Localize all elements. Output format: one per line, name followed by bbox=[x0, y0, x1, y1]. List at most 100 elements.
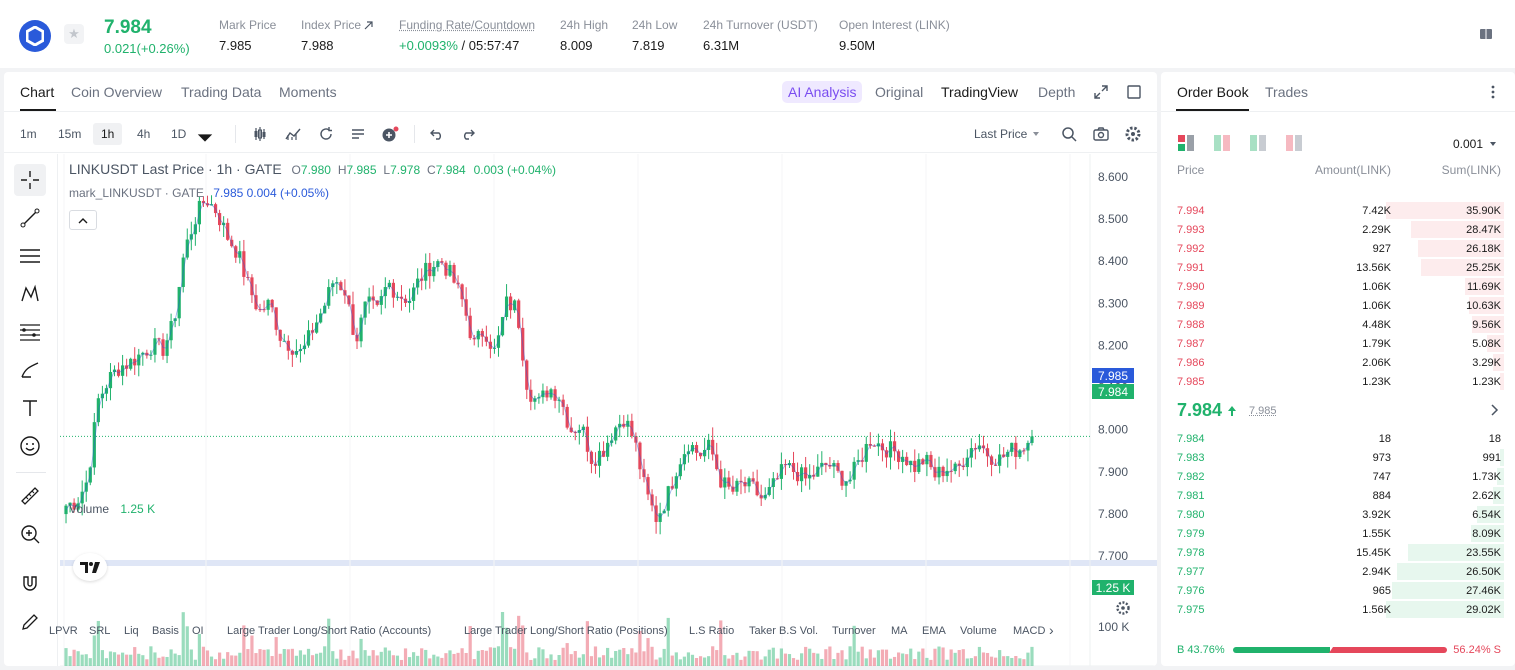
tab-trading-data[interactable]: Trading Data bbox=[181, 84, 262, 100]
pencil-tool[interactable] bbox=[14, 606, 46, 638]
indicator-srl[interactable]: SRL bbox=[89, 625, 111, 637]
favorite-star-icon[interactable]: ★ bbox=[64, 24, 84, 44]
bid-row[interactable]: 7.984 18 18 bbox=[1161, 429, 1515, 448]
indicator-liq[interactable]: Liq bbox=[124, 625, 139, 637]
ask-row[interactable]: 7.990 1.06K 11.69K bbox=[1161, 277, 1515, 296]
tradingview-logo[interactable] bbox=[73, 553, 107, 581]
ask-row[interactable]: 7.992 927 26.18K bbox=[1161, 239, 1515, 258]
indicators-icon[interactable] bbox=[284, 125, 302, 143]
magnet-tool[interactable] bbox=[14, 568, 46, 600]
ask-row[interactable]: 7.993 2.29K 28.47K bbox=[1161, 220, 1515, 239]
indicator-oi[interactable]: OI bbox=[192, 625, 204, 637]
expand-icon[interactable] bbox=[1094, 85, 1108, 99]
camera-icon[interactable] bbox=[1092, 125, 1110, 143]
refresh-icon[interactable] bbox=[317, 125, 335, 143]
interval-15m[interactable]: 15m bbox=[58, 127, 82, 141]
brush-icon bbox=[21, 362, 39, 378]
brush-tool[interactable] bbox=[14, 354, 46, 386]
indicator-lpvr[interactable]: LPVR bbox=[49, 625, 78, 637]
indicator-taker-b-s-vol-[interactable]: Taker B.S Vol. bbox=[749, 625, 819, 637]
bid-row[interactable]: 7.983 973 991 bbox=[1161, 448, 1515, 467]
book-split-icon[interactable] bbox=[1213, 134, 1231, 152]
volume-bar bbox=[945, 659, 949, 666]
ask-amount: 1.06K bbox=[1362, 281, 1391, 293]
ask-row[interactable]: 7.987 1.79K 5.08K bbox=[1161, 334, 1515, 353]
pattern-tool[interactable] bbox=[14, 278, 46, 310]
tab-coin-overview[interactable]: Coin Overview bbox=[71, 84, 163, 100]
ask-row[interactable]: 7.991 13.56K 25.25K bbox=[1161, 258, 1515, 277]
crosshair-tool[interactable] bbox=[14, 164, 46, 196]
indicator-volume[interactable]: Volume bbox=[960, 625, 997, 637]
chevron-right-icon[interactable] bbox=[1488, 404, 1500, 416]
more-vertical-icon[interactable] bbox=[1487, 84, 1499, 100]
add-indicator-icon[interactable] bbox=[381, 125, 399, 143]
ask-row[interactable]: 7.988 4.48K 9.56K bbox=[1161, 315, 1515, 334]
price-chart[interactable]: 8.6008.5008.4008.3008.2008.1008.0007.900… bbox=[4, 154, 1157, 666]
precision-select[interactable]: 0.001 bbox=[1453, 137, 1497, 151]
undo-icon[interactable] bbox=[428, 125, 446, 143]
bid-row[interactable]: 7.981 884 2.62K bbox=[1161, 486, 1515, 505]
book-bids-icon[interactable] bbox=[1249, 134, 1267, 152]
redo-icon[interactable] bbox=[459, 125, 477, 143]
bid-row[interactable]: 7.979 1.55K 8.09K bbox=[1161, 524, 1515, 543]
bid-row[interactable]: 7.982 747 1.73K bbox=[1161, 467, 1515, 486]
ask-row[interactable]: 7.986 2.06K 3.29K bbox=[1161, 353, 1515, 372]
bid-row[interactable]: 7.980 3.92K 6.54K bbox=[1161, 505, 1515, 524]
ask-row[interactable]: 7.985 1.23K 1.23K bbox=[1161, 372, 1515, 391]
candle-type-icon[interactable] bbox=[251, 125, 269, 143]
book-both-icon[interactable] bbox=[1177, 134, 1195, 152]
indicator-basis[interactable]: Basis bbox=[152, 625, 179, 637]
volume-bar bbox=[193, 659, 197, 666]
indicator-large-trader-long-short-ratio-accounts-[interactable]: Large Trader Long/Short Ratio (Accounts) bbox=[227, 625, 432, 637]
interval-1d[interactable]: 1D bbox=[171, 127, 187, 141]
tab-chart[interactable]: Chart bbox=[20, 84, 55, 100]
horizontal-lines-tool[interactable] bbox=[14, 240, 46, 272]
ask-row[interactable]: 7.994 7.42K 35.90K bbox=[1161, 201, 1515, 220]
tab-moments[interactable]: Moments bbox=[279, 84, 337, 100]
axis-settings-icon[interactable] bbox=[1115, 600, 1131, 616]
collapse-legend-button[interactable] bbox=[69, 210, 97, 230]
price-type-select[interactable]: Last Price bbox=[974, 127, 1040, 141]
stat-index-price[interactable]: Index Price 7.988 bbox=[301, 18, 373, 53]
volume-bar bbox=[537, 647, 541, 666]
ai-analysis-button[interactable]: AI Analysis bbox=[782, 81, 863, 103]
emoji-tool[interactable] bbox=[14, 430, 46, 462]
volume-bar bbox=[634, 652, 638, 666]
volume-bar bbox=[76, 651, 80, 666]
text-tool[interactable] bbox=[14, 392, 46, 424]
bid-row[interactable]: 7.977 2.94K 26.50K bbox=[1161, 562, 1515, 581]
settings-gear-icon[interactable] bbox=[1124, 125, 1142, 143]
trendline-tool[interactable] bbox=[14, 202, 46, 234]
tab-order-book[interactable]: Order Book bbox=[1177, 84, 1249, 100]
view-tradingview[interactable]: TradingView bbox=[941, 84, 1019, 100]
indicator-ema[interactable]: EMA bbox=[922, 625, 946, 637]
ruler-tool[interactable] bbox=[14, 480, 46, 512]
indicator-ma[interactable]: MA bbox=[891, 625, 908, 637]
indicator-l-s-ratio[interactable]: L.S Ratio bbox=[689, 625, 735, 637]
book-asks-icon[interactable] bbox=[1285, 134, 1303, 152]
view-depth[interactable]: Depth bbox=[1038, 84, 1076, 100]
mid-price[interactable]: 7.984 bbox=[1177, 400, 1237, 421]
ask-row[interactable]: 7.989 1.06K 10.63K bbox=[1161, 296, 1515, 315]
indicator-turnover[interactable]: Turnover bbox=[832, 625, 876, 637]
indicator-large-trader-long-short-ratio-positions-[interactable]: Large Trader Long/Short Ratio (Positions… bbox=[464, 625, 668, 637]
interval-4h[interactable]: 4h bbox=[137, 127, 151, 141]
search-icon[interactable] bbox=[1060, 125, 1078, 143]
volume-bar bbox=[610, 657, 614, 666]
interval-dropdown-icon[interactable] bbox=[196, 129, 214, 147]
bid-row[interactable]: 7.975 1.56K 29.02K bbox=[1161, 600, 1515, 619]
interval-1h[interactable]: 1h bbox=[93, 123, 123, 145]
tab-trades[interactable]: Trades bbox=[1265, 84, 1309, 100]
ask-depth-bar bbox=[1418, 240, 1504, 257]
bid-row[interactable]: 7.976 965 27.46K bbox=[1161, 581, 1515, 600]
list-icon[interactable] bbox=[349, 125, 367, 143]
bid-row[interactable]: 7.978 15.45K 23.55K bbox=[1161, 543, 1515, 562]
window-icon[interactable] bbox=[1127, 85, 1141, 99]
book-icon[interactable] bbox=[1479, 27, 1493, 41]
fib-tool[interactable] bbox=[14, 316, 46, 348]
view-original[interactable]: Original bbox=[875, 84, 924, 100]
interval-1m[interactable]: 1m bbox=[20, 127, 37, 141]
indicator-scroll-right-icon[interactable]: › bbox=[1049, 622, 1054, 638]
zoom-tool[interactable] bbox=[14, 518, 46, 550]
indicator-macd[interactable]: MACD bbox=[1013, 625, 1046, 637]
